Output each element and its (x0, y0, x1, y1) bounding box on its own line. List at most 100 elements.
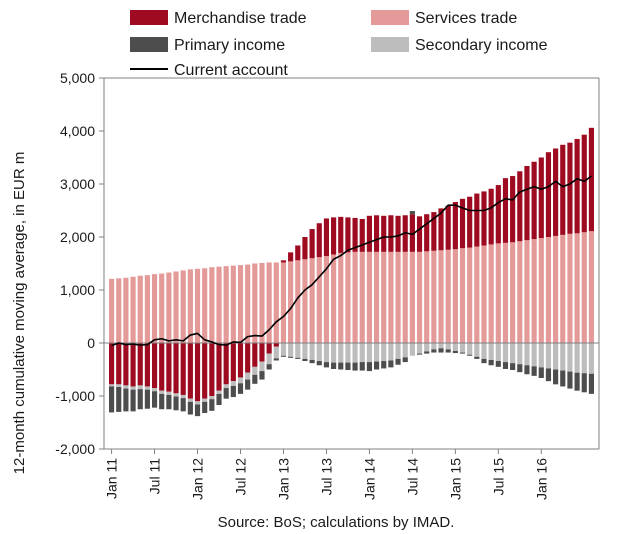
bar-secondary (388, 343, 394, 361)
bar-secondary (173, 393, 179, 397)
bar-primary (388, 360, 394, 368)
bar-secondary (266, 353, 272, 365)
bar-merchandise (517, 171, 523, 242)
y-tick-label: -1,000 (55, 388, 95, 404)
bar-merchandise (395, 215, 401, 252)
bar-merchandise (409, 214, 415, 252)
bar-services (409, 251, 415, 343)
bar-services (302, 259, 308, 343)
bar-services (116, 278, 122, 343)
legend-label-primary: Primary income (174, 37, 285, 54)
bar-services (402, 251, 408, 343)
bar-merchandise (180, 343, 186, 395)
source-note: Source: BoS; calculations by IMAD. (218, 514, 455, 531)
bar-primary (373, 361, 380, 370)
bar-services (588, 231, 594, 343)
bar-services (574, 233, 580, 343)
bar-secondary (137, 385, 143, 390)
bar-services (531, 239, 537, 343)
bar-merchandise (381, 215, 387, 252)
bar-secondary (424, 343, 430, 352)
bar-primary (323, 362, 330, 368)
x-tick-label: Jul 13 (318, 458, 334, 496)
bar-services (345, 252, 351, 343)
bar-secondary (316, 343, 322, 362)
bar-secondary (395, 343, 401, 359)
bar-services (109, 278, 115, 343)
bar-primary (151, 391, 158, 408)
bar-primary (338, 362, 344, 370)
axes (103, 77, 600, 450)
bar-primary (395, 358, 401, 365)
bar-services (331, 254, 337, 343)
bar-secondary (510, 343, 516, 364)
bar-primary (481, 358, 487, 364)
bar-primary (524, 365, 530, 375)
bar-merchandise (216, 343, 222, 391)
bar-services (130, 276, 136, 343)
bar-merchandise (194, 343, 201, 402)
bar-services (567, 233, 573, 343)
bar-primary (252, 374, 258, 384)
bar-merchandise (510, 176, 516, 243)
y-tick-label: 4,000 (60, 123, 95, 139)
bar-primary (223, 388, 229, 399)
bar-merchandise (467, 196, 473, 248)
bar-primary (288, 356, 294, 358)
bar-merchandise (331, 217, 337, 255)
x-tick-label: Jan 16 (533, 458, 549, 500)
bar-services (352, 251, 358, 343)
bar-secondary (338, 343, 344, 363)
bar-secondary (402, 343, 408, 358)
bar-secondary (216, 390, 222, 394)
bar-secondary (567, 343, 573, 372)
bar-merchandise (495, 185, 501, 244)
bar-primary (209, 399, 215, 411)
bar-secondary (517, 343, 523, 365)
bar-secondary (560, 343, 566, 371)
bar-services (538, 238, 544, 343)
bar-primary (459, 352, 466, 354)
bar-primary (302, 358, 308, 362)
bar-services (280, 262, 287, 343)
bar-services (323, 256, 330, 343)
bar-merchandise (316, 223, 322, 258)
bar-secondary (359, 343, 365, 363)
y-axis-title-group: 12-month cumulative moving average, in E… (11, 152, 28, 475)
x-tick-label: Jan 12 (190, 458, 206, 500)
bar-secondary (259, 361, 265, 372)
bar-merchandise (338, 216, 344, 253)
bar-services (338, 252, 344, 343)
y-tick-label: 1,000 (60, 282, 95, 298)
bar-primary (467, 354, 473, 356)
bar-services (309, 258, 315, 343)
bar-primary (144, 389, 150, 409)
legend-swatch-merchandise (130, 10, 168, 25)
bar-merchandise (295, 245, 301, 261)
bar-secondary (502, 343, 509, 363)
bar-merchandise (202, 343, 208, 399)
bar-merchandise (151, 343, 158, 389)
bar-primary (424, 351, 430, 354)
bar-services (510, 242, 516, 343)
bar-services (166, 272, 172, 343)
bar-secondary (288, 343, 294, 357)
bar-secondary (531, 343, 537, 367)
bar-secondary (194, 401, 201, 405)
bar-secondary (409, 343, 415, 356)
bar-secondary (223, 384, 229, 389)
bar-merchandise (159, 343, 165, 391)
bar-secondary (323, 343, 330, 363)
bar-services (245, 264, 251, 343)
bar-services (459, 248, 466, 343)
bar-merchandise (245, 343, 251, 373)
y-tick-label: 3,000 (60, 176, 95, 192)
bar-merchandise (452, 202, 458, 250)
bar-services (445, 249, 451, 343)
bar-merchandise (538, 157, 544, 239)
bar-primary (259, 371, 265, 380)
bar-services (366, 251, 372, 343)
bar-secondary (130, 386, 136, 390)
bar-merchandise (545, 152, 552, 237)
bar-merchandise (359, 218, 365, 252)
